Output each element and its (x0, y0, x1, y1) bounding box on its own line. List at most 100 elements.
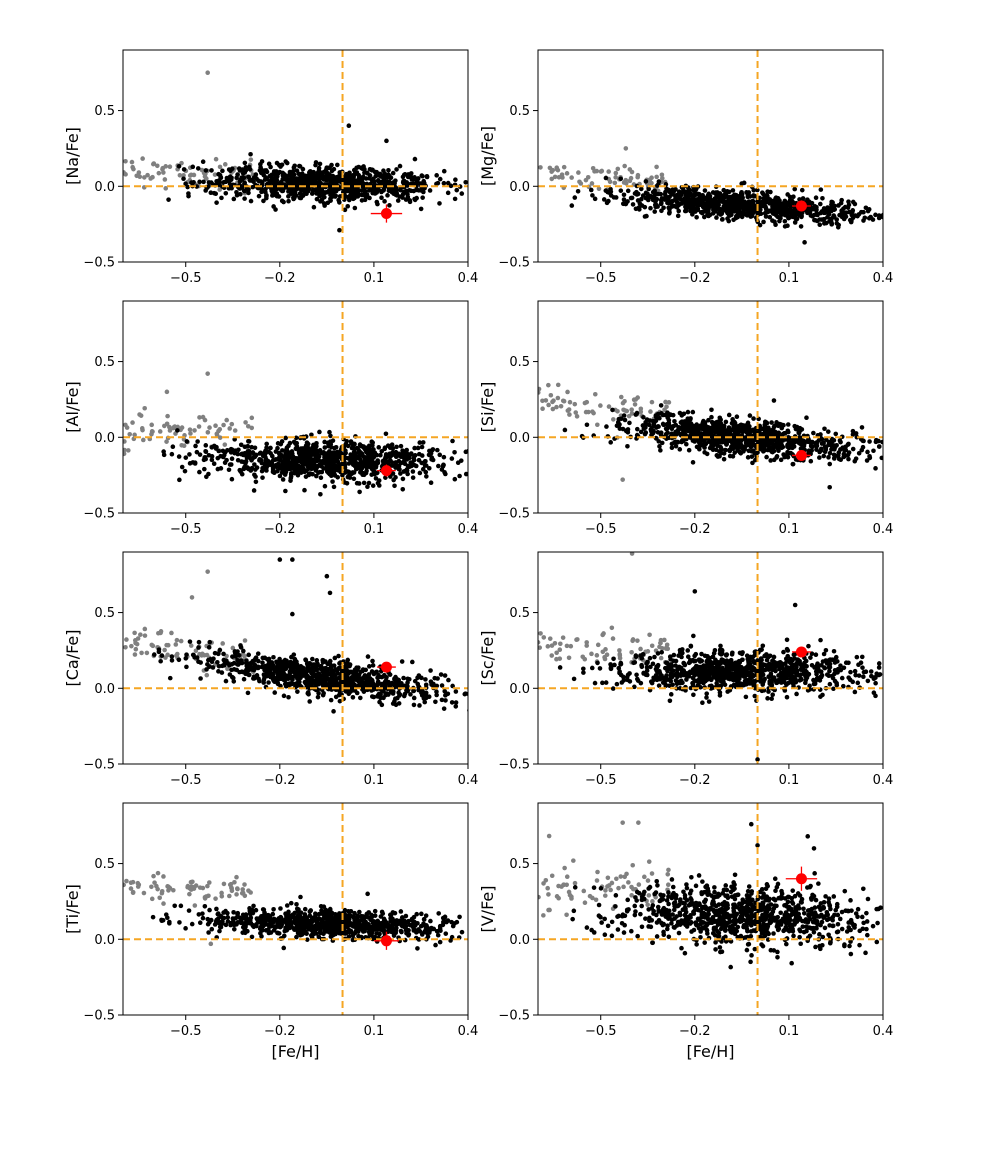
data-point (314, 658, 320, 663)
data-point (584, 422, 590, 428)
data-point (771, 424, 777, 430)
data-point (463, 449, 468, 455)
data-point (275, 441, 281, 446)
data-point (299, 171, 305, 176)
data-point (441, 168, 447, 174)
data-point-thick-disk (660, 175, 665, 181)
data-point (760, 190, 765, 195)
data-point (362, 197, 368, 203)
data-point-thick-disk (648, 409, 653, 414)
data-point (206, 471, 211, 477)
data-point (250, 184, 256, 190)
data-point-thick-disk (222, 442, 228, 447)
data-point (352, 193, 357, 198)
data-point-thick-disk (555, 395, 561, 401)
data-point (417, 470, 423, 476)
data-point (659, 440, 665, 446)
data-point (370, 658, 375, 664)
data-point (822, 426, 827, 432)
data-point (709, 414, 714, 420)
data-point (822, 444, 828, 449)
data-point (422, 699, 428, 705)
data-point (863, 205, 869, 211)
data-point (730, 188, 736, 193)
data-point (789, 440, 795, 446)
data-point-thick-disk (222, 162, 228, 167)
data-point-thick-disk (156, 170, 162, 176)
data-point (829, 222, 834, 227)
data-point (774, 455, 779, 460)
data-point (765, 441, 771, 447)
data-point (850, 432, 856, 437)
data-point (671, 423, 676, 429)
data-point (384, 179, 390, 184)
data-point-thick-disk (188, 643, 194, 648)
data-point (363, 470, 369, 476)
data-point (401, 675, 406, 681)
data-point (798, 224, 804, 229)
data-point (603, 188, 609, 193)
data-point-thick-disk (162, 177, 168, 182)
data-point (424, 173, 430, 179)
data-point-thick-disk (205, 430, 211, 435)
data-point (642, 431, 648, 437)
data-point (671, 440, 677, 445)
data-point (398, 187, 403, 193)
data-point (247, 164, 252, 170)
data-point (800, 196, 806, 201)
data-point (817, 455, 822, 460)
data-point-thick-disk (204, 672, 210, 678)
data-point-thick-disk (627, 167, 633, 172)
data-point (648, 205, 653, 211)
data-point (245, 690, 251, 696)
data-point-outlier (205, 569, 210, 574)
data-point (270, 469, 276, 475)
data-point (668, 189, 673, 195)
data-point (359, 443, 365, 449)
data-point (799, 187, 805, 193)
data-point (294, 445, 300, 450)
data-point (211, 656, 216, 662)
data-point-outlier (277, 557, 283, 562)
data-point (443, 698, 448, 703)
data-point (266, 161, 272, 167)
data-point (219, 195, 224, 201)
data-point (361, 164, 366, 169)
data-point-thick-disk (546, 402, 551, 408)
axes-frame (122, 551, 469, 765)
data-point (693, 209, 698, 214)
data-point-outlier (290, 557, 295, 562)
data-point (641, 426, 647, 431)
data-point (262, 453, 268, 459)
data-point (418, 181, 423, 186)
data-point (271, 654, 276, 660)
data-point (274, 174, 280, 180)
data-point-thick-disk (549, 176, 555, 182)
data-point (197, 179, 202, 185)
data-point (290, 677, 295, 682)
data-point (312, 176, 318, 182)
data-point-thick-disk (620, 400, 626, 406)
data-point (390, 170, 396, 176)
data-point (209, 454, 215, 459)
plot-area (538, 552, 883, 764)
data-point (251, 175, 257, 180)
data-point (412, 156, 418, 162)
data-point (311, 204, 317, 210)
data-point (392, 483, 397, 489)
data-point (242, 160, 248, 166)
data-point-thick-disk (586, 409, 591, 415)
data-point (278, 164, 283, 169)
data-point (393, 680, 399, 686)
data-point (228, 462, 234, 467)
data-point (366, 672, 372, 677)
data-point (657, 444, 662, 449)
data-point (846, 450, 852, 455)
data-point (750, 201, 755, 207)
data-point (332, 194, 338, 199)
data-point (445, 691, 451, 697)
data-point (837, 438, 843, 443)
data-point (251, 488, 257, 493)
data-point (453, 689, 459, 694)
data-point (763, 420, 769, 425)
